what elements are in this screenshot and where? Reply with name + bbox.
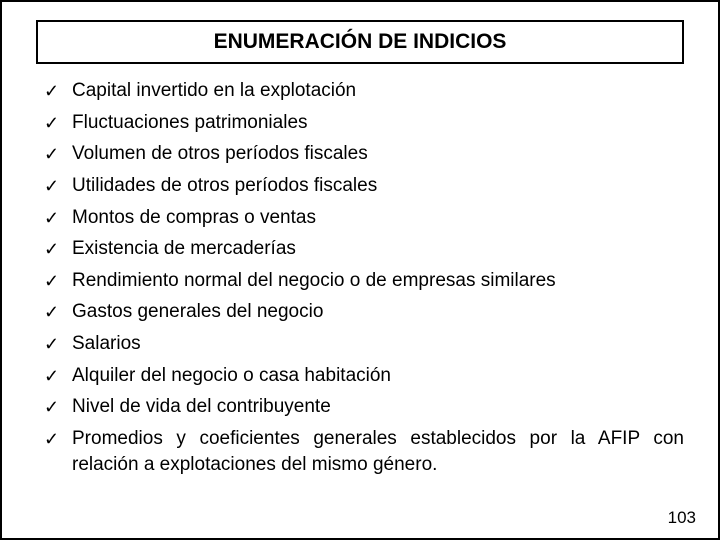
slide-frame: ENUMERACIÓN DE INDICIOS ✓ Capital invert… bbox=[0, 0, 720, 540]
list-item-text: Existencia de mercaderías bbox=[72, 236, 684, 262]
list-item-text: Fluctuaciones patrimoniales bbox=[72, 110, 684, 136]
page-number: 103 bbox=[668, 508, 696, 528]
list-item-text: Montos de compras o ventas bbox=[72, 205, 684, 231]
list-item-text: Nivel de vida del contribuyente bbox=[72, 394, 684, 420]
list-item: ✓ Gastos generales del negocio bbox=[44, 299, 684, 325]
list-item-text: Capital invertido en la explotación bbox=[72, 78, 684, 104]
check-icon: ✓ bbox=[44, 173, 72, 198]
check-icon: ✓ bbox=[44, 141, 72, 166]
list-item: ✓ Volumen de otros períodos fiscales bbox=[44, 141, 684, 167]
check-icon: ✓ bbox=[44, 110, 72, 135]
list-item: ✓ Nivel de vida del contribuyente bbox=[44, 394, 684, 420]
check-icon: ✓ bbox=[44, 236, 72, 261]
list-item: ✓ Rendimiento normal del negocio o de em… bbox=[44, 268, 684, 294]
list-item: ✓ Fluctuaciones patrimoniales bbox=[44, 110, 684, 136]
list-item: ✓ Existencia de mercaderías bbox=[44, 236, 684, 262]
list-item-text: Promedios y coeficientes generales estab… bbox=[72, 426, 684, 477]
list-item-text: Volumen de otros períodos fiscales bbox=[72, 141, 684, 167]
check-icon: ✓ bbox=[44, 205, 72, 230]
list-item-text: Alquiler del negocio o casa habitación bbox=[72, 363, 684, 389]
check-icon: ✓ bbox=[44, 78, 72, 103]
list-item-text: Gastos generales del negocio bbox=[72, 299, 684, 325]
check-icon: ✓ bbox=[44, 363, 72, 388]
list-item: ✓ Montos de compras o ventas bbox=[44, 205, 684, 231]
list-item: ✓ Utilidades de otros períodos fiscales bbox=[44, 173, 684, 199]
list-item: ✓ Alquiler del negocio o casa habitación bbox=[44, 363, 684, 389]
bullet-list: ✓ Capital invertido en la explotación ✓ … bbox=[30, 78, 690, 477]
check-icon: ✓ bbox=[44, 331, 72, 356]
list-item-text: Utilidades de otros períodos fiscales bbox=[72, 173, 684, 199]
slide-title: ENUMERACIÓN DE INDICIOS bbox=[214, 30, 507, 53]
list-item: ✓ Promedios y coeficientes generales est… bbox=[44, 426, 684, 477]
check-icon: ✓ bbox=[44, 394, 72, 419]
list-item-text: Salarios bbox=[72, 331, 684, 357]
check-icon: ✓ bbox=[44, 426, 72, 451]
list-item: ✓ Capital invertido en la explotación bbox=[44, 78, 684, 104]
title-box: ENUMERACIÓN DE INDICIOS bbox=[36, 20, 684, 64]
list-item-text: Rendimiento normal del negocio o de empr… bbox=[72, 268, 684, 294]
list-item: ✓ Salarios bbox=[44, 331, 684, 357]
check-icon: ✓ bbox=[44, 268, 72, 293]
check-icon: ✓ bbox=[44, 299, 72, 324]
